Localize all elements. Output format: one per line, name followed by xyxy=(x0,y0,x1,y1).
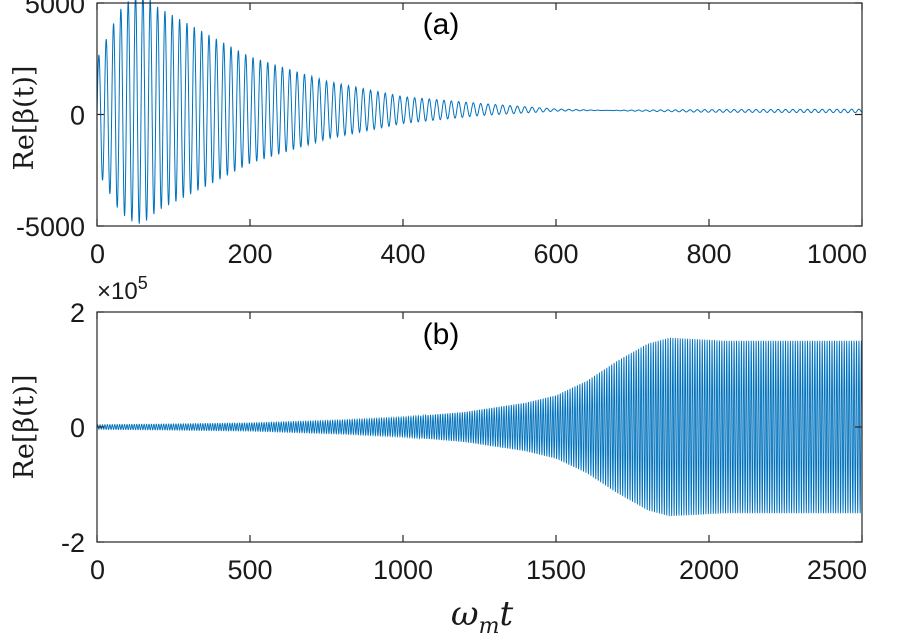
y-axis-title-b: Re[β(t)] xyxy=(9,375,40,480)
x-ticks-b: 0 500 1000 1500 2000 2500 xyxy=(90,312,867,585)
x-tick-label: 400 xyxy=(380,239,425,269)
y-tick-label: -2 xyxy=(61,528,85,558)
panel-label-b: (b) xyxy=(423,318,460,351)
x-tick-label: 2000 xyxy=(679,555,739,585)
panel-a-data-line xyxy=(96,0,863,224)
x-axis-title-sub: m xyxy=(479,614,500,636)
x-tick-label: 1500 xyxy=(526,555,586,585)
x-tick-label: 2500 xyxy=(807,555,867,585)
x-axis-title-base: ω xyxy=(451,594,479,634)
x-axis-title-var: t xyxy=(499,594,513,634)
x-tick-label: 1000 xyxy=(373,555,433,585)
y-multiplier-exp: 5 xyxy=(138,273,148,293)
x-tick-label: 1000 xyxy=(807,239,867,269)
y-ticks-a: -5000 0 5000 xyxy=(16,0,862,242)
series-line-b xyxy=(96,337,863,517)
y-tick-label: 0 xyxy=(70,413,85,443)
panel-b: 0 500 1000 1500 2000 2500 -202 (b) Re[β(t)] ×… xyxy=(9,273,867,636)
x-tick-label: 200 xyxy=(227,239,272,269)
y-tick-label: 5000 xyxy=(25,0,85,19)
x-tick-label: 0 xyxy=(90,555,105,585)
y-tick-label: -5000 xyxy=(16,212,85,242)
x-axis-title-b: ωmt xyxy=(451,594,514,636)
y-ticks-b: -2 0 2 xyxy=(61,298,862,558)
x-tick-label: 500 xyxy=(227,555,272,585)
panel-b-data-line xyxy=(96,337,863,517)
series-line-a xyxy=(96,0,863,224)
y-multiplier-base: ×10 xyxy=(97,278,138,305)
x-tick-label: 600 xyxy=(533,239,578,269)
y-tick-label: 2 xyxy=(70,298,85,328)
plot-frame-a xyxy=(96,2,863,227)
y-tick-label: 0 xyxy=(70,101,85,131)
x-tick-label: 800 xyxy=(686,239,731,269)
panel-label-a: (a) xyxy=(423,8,460,41)
y-multiplier-b: ×105 xyxy=(97,273,148,305)
x-ticks-a: 0 200 400 600 800 1000 xyxy=(90,3,867,269)
y-axis-title-a: Re[β(t)] xyxy=(9,66,40,171)
x-tick-label: 0 xyxy=(90,239,105,269)
